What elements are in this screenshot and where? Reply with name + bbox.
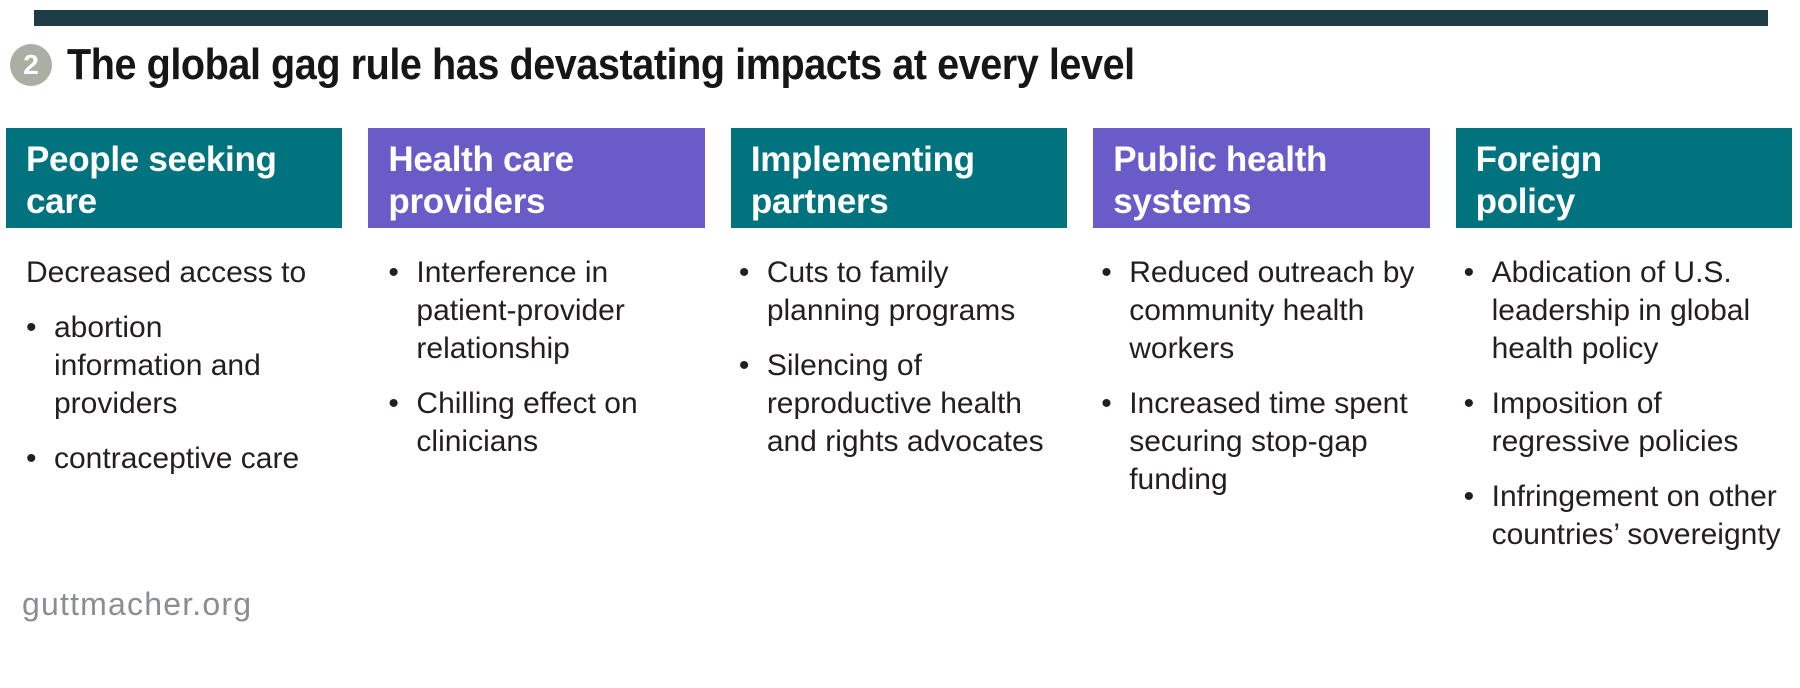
impact-column: Public health systems Reduced outreach b… bbox=[1093, 128, 1430, 688]
impact-column: People seeking care Decreased access to … bbox=[6, 128, 343, 688]
bullet-item: Chilling effect on clinicians bbox=[388, 385, 704, 461]
bullet-item: Reduced outreach by community health wor… bbox=[1101, 254, 1429, 368]
column-header: Public health systems bbox=[1093, 128, 1430, 228]
column-header-label: Implementing partners bbox=[750, 140, 975, 221]
column-header: People seeking care bbox=[6, 128, 343, 228]
bullet-item: Cuts to family planning programs bbox=[739, 254, 1067, 330]
bullet-item: Infringement on other countries’ soverei… bbox=[1464, 478, 1792, 554]
column-header: Foreign policy bbox=[1455, 128, 1793, 228]
bullet-list: abortion information and providers contra… bbox=[26, 309, 342, 478]
bullet-item: Silencing of reproductive health and rig… bbox=[739, 347, 1067, 461]
column-header-label: Health care providers bbox=[388, 140, 574, 221]
page-title: The global gag rule has devastating impa… bbox=[67, 40, 1135, 89]
step-number-badge: 2 bbox=[10, 44, 52, 86]
top-accent-bar bbox=[34, 10, 1768, 26]
column-body: Abdication of U.S. leadership in global … bbox=[1456, 254, 1792, 554]
column-header: Implementing partners bbox=[730, 128, 1068, 228]
title-row: 2 The global gag rule has devastating im… bbox=[10, 40, 1253, 89]
column-header-label: Foreign policy bbox=[1475, 140, 1603, 221]
bullet-item: Interference in patient-provider relatio… bbox=[388, 254, 704, 368]
bullet-item: Abdication of U.S. leadership in global … bbox=[1464, 254, 1792, 368]
column-body: Interference in patient-provider relatio… bbox=[368, 254, 704, 461]
column-header-label: People seeking care bbox=[26, 140, 277, 221]
bullet-list: Reduced outreach by community health wor… bbox=[1101, 254, 1429, 499]
bullet-item: contraceptive care bbox=[26, 440, 342, 478]
bullet-list: Cuts to family planning programs Silencin… bbox=[739, 254, 1067, 461]
bullet-list: Abdication of U.S. leadership in global … bbox=[1464, 254, 1792, 554]
column-body: Decreased access to abortion information… bbox=[6, 254, 342, 478]
impact-column: Foreign policy Abdication of U.S. leader… bbox=[1455, 128, 1793, 688]
bullet-item: Imposition of regressive policies bbox=[1464, 385, 1792, 461]
bullet-list: Interference in patient-provider relatio… bbox=[388, 254, 704, 461]
column-body: Reduced outreach by community health wor… bbox=[1093, 254, 1429, 499]
bullet-item: Increased time spent securing stop-gap f… bbox=[1101, 385, 1429, 499]
footer-wordmark: guttmacher.org bbox=[22, 586, 253, 622]
bullet-item: abortion information and providers bbox=[26, 309, 342, 423]
column-header: Health care providers bbox=[368, 128, 705, 228]
column-header-label: Public health systems bbox=[1113, 140, 1328, 221]
impact-column: Health care providers Interference in pa… bbox=[368, 128, 705, 688]
impact-columns: People seeking care Decreased access to … bbox=[6, 128, 1793, 688]
step-number: 2 bbox=[23, 49, 39, 80]
column-intro: Decreased access to bbox=[26, 256, 307, 289]
impact-column: Implementing partners Cuts to family pla… bbox=[730, 128, 1068, 688]
column-body: Cuts to family planning programs Silencin… bbox=[731, 254, 1067, 461]
